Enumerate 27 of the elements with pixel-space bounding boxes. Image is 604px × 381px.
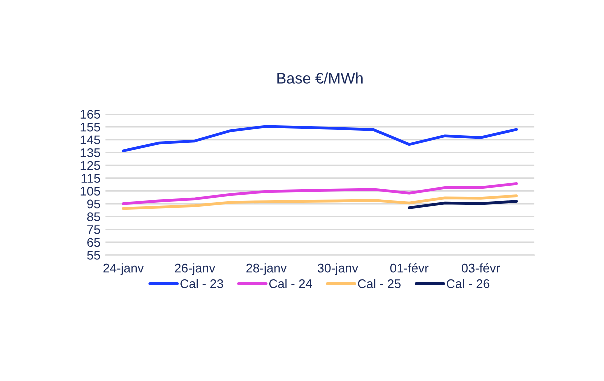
y-tick-label: 75	[88, 226, 100, 234]
y-tick-label: 135	[80, 148, 100, 158]
line-series	[122, 125, 518, 152]
x-tick-label: 03-févr	[462, 263, 500, 273]
x-tick-label: 30-janv	[318, 264, 358, 276]
x-tick-label: 24-janv	[104, 264, 144, 276]
legend-label: Cal - 23	[180, 279, 224, 288]
y-tick-label: 105	[80, 186, 100, 196]
x-tick-label: 28-janv	[246, 264, 287, 276]
line-series	[408, 200, 518, 210]
line-series	[122, 194, 518, 210]
y-tick-label: 165	[80, 110, 100, 119]
y-tick-label: 85	[87, 212, 100, 222]
y-tick-label: 95	[88, 200, 100, 209]
y-tick-label: 55	[87, 251, 100, 260]
line-series	[122, 182, 518, 206]
legend-label: Cal - 26	[447, 279, 490, 288]
y-tick-label: 145	[80, 136, 100, 145]
chart-title: Base €/MWh	[278, 72, 363, 84]
x-tick-label: 26-janv	[175, 264, 216, 276]
y-tick-label: 115	[82, 174, 100, 184]
y-tick-label: 125	[80, 161, 100, 170]
legend-label: Cal - 24	[269, 279, 312, 288]
legend-label: Cal - 25	[358, 279, 401, 288]
x-tick-label: 01-févr	[390, 263, 429, 273]
y-tick-label: 65	[88, 238, 100, 248]
y-tick-label: 155	[80, 123, 100, 132]
